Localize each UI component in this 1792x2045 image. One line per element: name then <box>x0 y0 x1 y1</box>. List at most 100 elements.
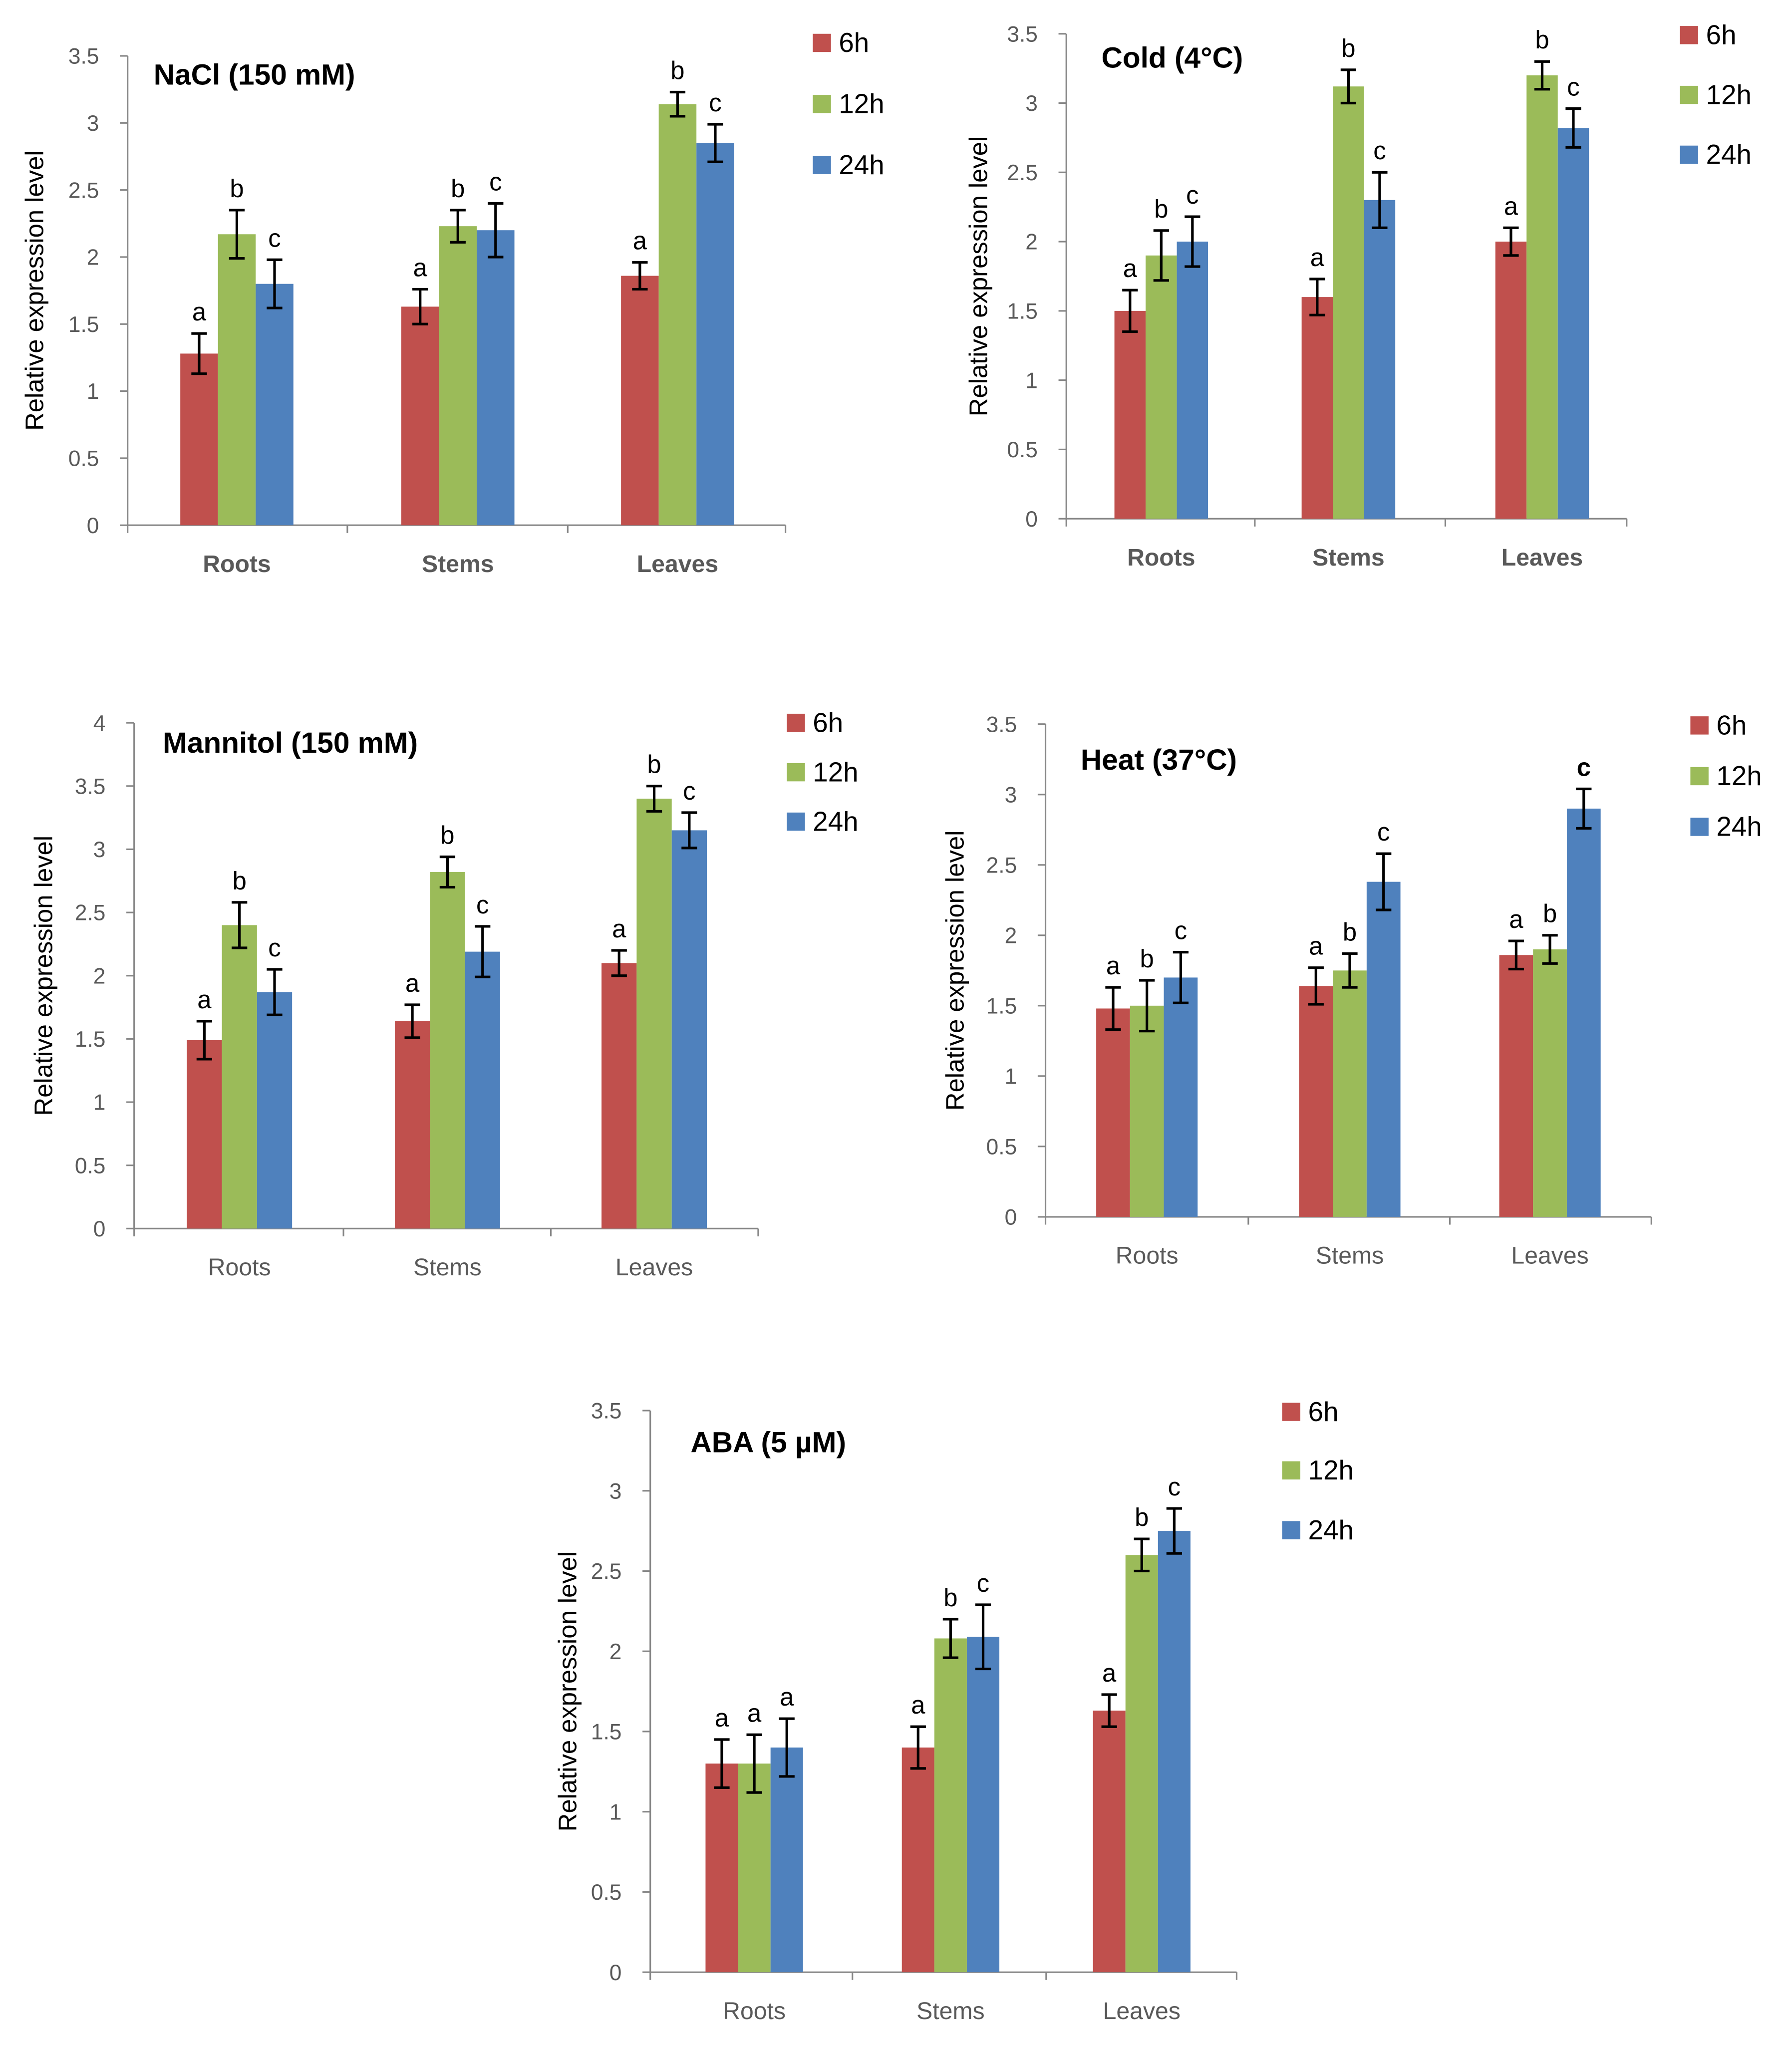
significance-letter: c <box>1377 818 1390 846</box>
y-axis-label: Relative expression level <box>553 1551 582 1832</box>
significance-letter: b <box>440 821 454 850</box>
y-tick-label: 3 <box>1025 91 1038 116</box>
bar-24h-roots <box>256 284 294 526</box>
significance-letter: c <box>683 777 695 805</box>
y-tick-label: 0 <box>1025 507 1038 532</box>
bar-24h-leaves <box>1566 808 1601 1217</box>
y-tick-label: 1 <box>87 379 99 404</box>
y-axis-label: Relative expression level <box>29 836 58 1116</box>
significance-letter: a <box>192 297 207 326</box>
significance-letter: b <box>1140 944 1154 973</box>
bar-6h-stems <box>394 1021 430 1229</box>
significance-letter: c <box>1373 136 1386 165</box>
y-tick-label: 3.5 <box>1007 22 1038 46</box>
bar-6h-stems <box>1301 297 1333 519</box>
significance-letter: c <box>1175 916 1187 945</box>
category-label: Roots <box>208 1254 271 1281</box>
bar-24h-stems <box>966 1637 1000 1973</box>
category-label: Leaves <box>637 551 718 578</box>
y-tick-label: 0 <box>609 1961 622 1985</box>
bar-24h-stems <box>1364 200 1396 519</box>
category-label: Stems <box>422 551 494 578</box>
legend-label-12h: 12h <box>1308 1455 1354 1485</box>
significance-letter: c <box>476 890 489 919</box>
y-tick-label: 2.5 <box>986 853 1017 877</box>
legend-label-24h: 24h <box>1308 1514 1354 1545</box>
category-label: Roots <box>723 1998 786 2025</box>
legend-swatch-12h <box>1282 1461 1301 1480</box>
significance-letter: a <box>405 969 420 997</box>
bar-12h-roots <box>222 925 257 1229</box>
significance-letter: a <box>1509 905 1523 933</box>
significance-letter: b <box>647 750 661 779</box>
significance-letter: c <box>1168 1472 1181 1501</box>
bar-24h-stems <box>477 230 515 526</box>
legend-swatch-6h <box>1282 1403 1301 1421</box>
y-tick-label: 3.5 <box>591 1399 622 1424</box>
y-tick-label: 0.5 <box>75 1154 106 1178</box>
y-tick-label: 2.5 <box>1007 161 1038 185</box>
significance-letter: a <box>780 1683 794 1711</box>
significance-letter: b <box>451 174 465 203</box>
y-axis-label: Relative expression level <box>964 136 992 417</box>
y-tick-label: 2 <box>609 1640 622 1664</box>
legend-swatch-12h <box>1680 85 1699 104</box>
category-label: Stems <box>1312 544 1385 571</box>
y-tick-label: 2.5 <box>68 178 99 203</box>
bar-24h-leaves <box>1557 128 1589 519</box>
significance-letter: a <box>1102 1659 1117 1687</box>
bar-24h-roots <box>770 1748 803 1973</box>
bar-6h-stems <box>401 306 439 526</box>
y-tick-label: 1 <box>93 1091 106 1115</box>
y-tick-label: 1 <box>1005 1064 1017 1089</box>
bar-12h-stems <box>1333 970 1367 1217</box>
y-tick-label: 2 <box>93 964 106 988</box>
bar-6h-leaves <box>1093 1711 1126 1973</box>
legend-label-6h: 6h <box>813 707 843 738</box>
y-tick-label: 1 <box>1025 368 1038 393</box>
significance-letter: b <box>943 1583 957 1612</box>
legend-label-12h: 12h <box>813 756 858 787</box>
legend-swatch-24h <box>1690 818 1709 836</box>
significance-letter: b <box>233 867 247 895</box>
y-tick-label: 1.5 <box>75 1027 106 1052</box>
y-tick-label: 1 <box>609 1800 622 1824</box>
legend-label-6h: 6h <box>1308 1396 1339 1427</box>
significance-letter: b <box>1341 34 1355 62</box>
bar-24h-leaves <box>671 830 707 1229</box>
significance-letter: b <box>230 174 244 203</box>
y-tick-label: 3 <box>1005 783 1017 807</box>
legend-label-24h: 24h <box>1716 811 1762 842</box>
y-tick-label: 2.5 <box>75 901 106 925</box>
significance-letter: a <box>715 1704 729 1732</box>
bar-24h-roots <box>1177 242 1208 519</box>
bar-6h-stems <box>901 1748 934 1973</box>
category-label: Leaves <box>1511 1242 1588 1269</box>
category-label: Leaves <box>1501 544 1583 571</box>
bar-12h-roots <box>218 234 256 526</box>
significance-letter: a <box>612 914 626 943</box>
bar-12h-stems <box>934 1638 967 1973</box>
bar-12h-leaves <box>1125 1555 1158 1973</box>
category-label: Roots <box>1116 1242 1179 1269</box>
significance-letter: b <box>1343 917 1357 946</box>
significance-letter: a <box>1123 254 1138 283</box>
y-tick-label: 2 <box>87 246 99 270</box>
y-tick-label: 3 <box>609 1479 622 1503</box>
chart-title: Heat (37°C) <box>1081 744 1237 776</box>
legend-swatch-12h <box>813 95 831 113</box>
significance-letter: a <box>1106 951 1121 980</box>
significance-letter: a <box>911 1691 925 1719</box>
legend-label-6h: 6h <box>1716 710 1747 741</box>
bar-12h-leaves <box>1533 949 1567 1217</box>
category-label: Roots <box>203 551 271 578</box>
category-label: Stems <box>413 1254 482 1281</box>
bar-12h-leaves <box>1526 75 1558 519</box>
y-tick-label: 1.5 <box>986 994 1017 1018</box>
significance-letter: c <box>977 1569 989 1597</box>
legend-swatch-6h <box>813 33 831 52</box>
